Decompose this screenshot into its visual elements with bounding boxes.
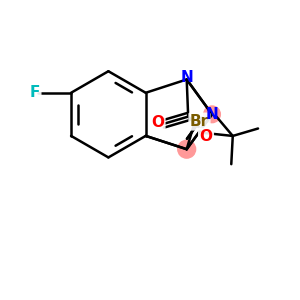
Text: N: N	[206, 107, 218, 122]
Circle shape	[178, 140, 196, 158]
Text: N: N	[180, 70, 193, 86]
Text: F: F	[30, 85, 40, 100]
Circle shape	[204, 106, 220, 123]
Text: O: O	[200, 129, 212, 144]
Text: Br: Br	[190, 114, 209, 129]
Text: O: O	[151, 115, 164, 130]
Text: O: O	[200, 129, 212, 144]
Text: Br: Br	[190, 114, 209, 129]
Text: O: O	[151, 115, 164, 130]
Text: F: F	[30, 85, 40, 100]
